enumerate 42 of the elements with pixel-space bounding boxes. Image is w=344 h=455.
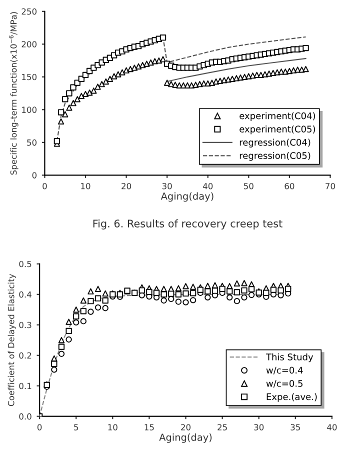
x-tick-label: 30 — [254, 424, 264, 430]
y-tick-label: 100 — [22, 106, 37, 113]
y-tick-label: 0.0 — [19, 413, 32, 420]
x-tick-label: 20 — [181, 424, 191, 430]
y-tick-label: 250 — [22, 8, 37, 15]
legend-label: Expe.(ave.) — [266, 393, 317, 402]
y-tick-label: 0.5 — [19, 260, 32, 268]
x-tick-label: 20 — [122, 182, 132, 190]
x-tick-label: 70 — [326, 182, 335, 190]
x-tick-label: 30 — [162, 182, 172, 190]
legend-label: regression(C05) — [240, 152, 310, 161]
legend-label: This Study — [266, 353, 314, 362]
y-tick-label: 50 — [27, 139, 37, 146]
y-tick-label: 0.2 — [19, 352, 32, 359]
x-axis-title: Aging(day) — [159, 433, 212, 443]
y-axis-title: Coefficient of Delayed Elasticity — [8, 274, 16, 406]
x-tick-label: 25 — [218, 424, 227, 430]
x-tick-label: 50 — [244, 182, 254, 190]
x-tick-label: 10 — [108, 424, 118, 430]
legend-label: regression(C04) — [240, 138, 310, 148]
legend-label: w/c=0.4 — [266, 366, 303, 374]
y-tick-label: 0.1 — [19, 382, 32, 390]
y-tick-label: 0 — [32, 172, 37, 178]
x-tick-label: 60 — [284, 182, 294, 190]
x-tick-label: 35 — [290, 424, 300, 430]
x-tick-label: 40 — [202, 182, 213, 190]
y-tick-label: 0.3 — [19, 322, 32, 328]
legend-label: w/c=0.5 — [266, 380, 302, 388]
y-axis-title: Specific long-term function(x10$^{−6}$/MPa) — [9, 12, 18, 175]
x-axis-title: Aging(day) — [160, 192, 214, 202]
x-tick-label: 10 — [81, 182, 90, 190]
x-tick-label: 0 — [37, 424, 42, 430]
legend-label: experiment(C05) — [240, 125, 316, 134]
y-tick-label: 200 — [22, 41, 37, 48]
x-tick-label: 15 — [144, 424, 154, 430]
x-tick-label: 40 — [327, 424, 337, 430]
legend-label: experiment(C04) — [240, 112, 316, 121]
y-tick-label: 150 — [22, 74, 37, 80]
x-tick-label: 0 — [42, 182, 47, 190]
y-tick-label: 0.4 — [19, 291, 32, 298]
x-tick-label: 5 — [74, 424, 78, 430]
caption: Fig. 6. Results of recovery creep test — [93, 219, 282, 230]
